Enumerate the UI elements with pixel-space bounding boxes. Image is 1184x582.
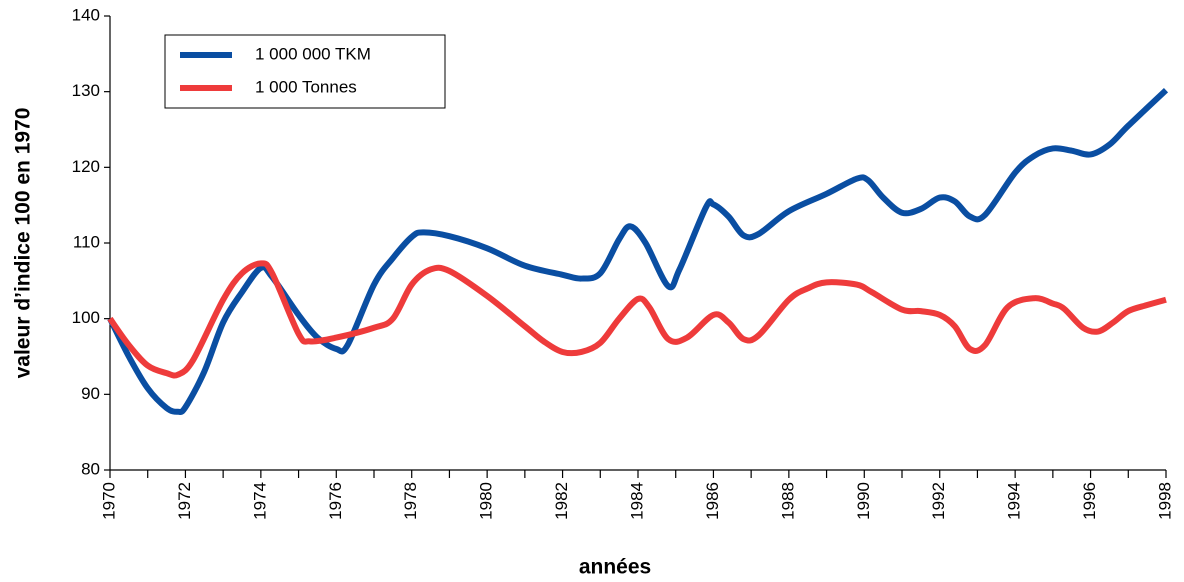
- x-tick-label: 1982: [552, 482, 571, 520]
- y-tick-label: 130: [72, 81, 100, 100]
- x-tick-label: 1988: [778, 482, 797, 520]
- x-tick-label: 1984: [627, 482, 646, 520]
- x-axis-label: années: [579, 556, 651, 579]
- y-tick-label: 100: [72, 308, 100, 327]
- x-tick-label: 1976: [326, 482, 345, 520]
- x-tick-label: 1980: [477, 482, 496, 520]
- x-tick-label: 1972: [175, 482, 194, 520]
- series-line: [107, 260, 1167, 379]
- legend-label: 1 000 Tonnes: [255, 77, 357, 96]
- y-tick-label: 80: [81, 459, 100, 478]
- y-tick-label: 120: [72, 157, 100, 176]
- x-tick-label: 1978: [401, 482, 420, 520]
- y-tick-label: 110: [73, 232, 100, 251]
- y-axis-label: valeur d’indice 100 en 1970: [12, 108, 35, 379]
- x-tick-label: 1990: [854, 482, 873, 520]
- x-tick-label: 1974: [250, 482, 269, 520]
- series-line: [107, 87, 1169, 415]
- legend-box: [164, 34, 446, 109]
- x-tick-label: 1992: [929, 482, 948, 520]
- x-tick-label: 1998: [1155, 482, 1174, 520]
- x-tick-label: 1994: [1005, 482, 1024, 520]
- y-tick-label: 140: [72, 5, 100, 24]
- x-tick-label: 1986: [703, 482, 722, 520]
- y-tick-label: 90: [81, 384, 100, 403]
- x-tick-label: 1996: [1080, 482, 1099, 520]
- x-tick-label: 1970: [99, 482, 118, 520]
- legend-label: 1 000 000 TKM: [255, 44, 371, 63]
